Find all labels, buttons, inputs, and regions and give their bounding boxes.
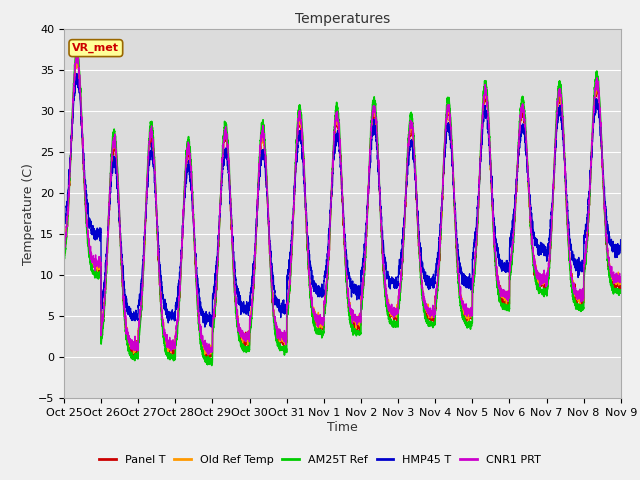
CNR1 PRT [617,277,625,283]
CNR1 PRT [499,288,507,293]
HMP45 T [617,243,625,249]
Line: AM25T Ref: AM25T Ref [64,46,621,365]
Panel T [322,293,330,299]
HMP45 T [499,266,507,272]
Line: HMP45 T: HMP45 T [64,73,621,327]
HMP45 T [73,71,81,76]
Old Ref Temp [161,327,168,333]
AM25T Ref [161,340,168,346]
HMP45 T [616,245,624,251]
AM25T Ref [322,299,330,304]
Panel T [436,237,444,243]
HMP45 T [468,276,476,281]
AM25T Ref [617,287,625,293]
Line: CNR1 PRT: CNR1 PRT [64,53,621,354]
Panel T [60,245,68,251]
HMP45 T [436,228,444,233]
X-axis label: Time: Time [327,421,358,434]
Old Ref Temp [617,280,625,286]
Old Ref Temp [616,278,624,284]
AM25T Ref [616,290,624,296]
Old Ref Temp [322,292,330,298]
Old Ref Temp [60,249,68,255]
AM25T Ref [208,362,216,368]
Old Ref Temp [499,295,507,301]
AM25T Ref [74,43,81,49]
AM25T Ref [436,235,444,240]
Line: Panel T: Panel T [64,55,621,363]
Old Ref Temp [72,53,80,59]
Old Ref Temp [468,309,476,314]
CNR1 PRT [60,247,68,253]
HMP45 T [201,324,209,330]
AM25T Ref [468,321,476,327]
Old Ref Temp [436,236,444,241]
Old Ref Temp [205,352,212,358]
AM25T Ref [60,258,68,264]
HMP45 T [60,223,68,228]
Legend: Panel T, Old Ref Temp, AM25T Ref, HMP45 T, CNR1 PRT: Panel T, Old Ref Temp, AM25T Ref, HMP45 … [95,451,545,469]
Line: Old Ref Temp: Old Ref Temp [64,56,621,355]
Panel T [468,314,476,320]
Y-axis label: Temperature (C): Temperature (C) [22,163,35,264]
Panel T [161,333,168,338]
Panel T [202,360,210,366]
CNR1 PRT [73,50,81,56]
Text: VR_met: VR_met [72,43,119,53]
AM25T Ref [499,301,507,307]
CNR1 PRT [468,309,476,315]
HMP45 T [161,306,168,312]
CNR1 PRT [204,351,212,357]
Panel T [617,277,625,283]
Panel T [499,293,507,299]
CNR1 PRT [436,229,444,235]
Title: Temperatures: Temperatures [295,12,390,26]
HMP45 T [322,267,330,273]
CNR1 PRT [616,279,624,285]
CNR1 PRT [161,332,168,337]
Panel T [616,281,624,287]
CNR1 PRT [322,289,330,295]
Panel T [72,52,80,58]
